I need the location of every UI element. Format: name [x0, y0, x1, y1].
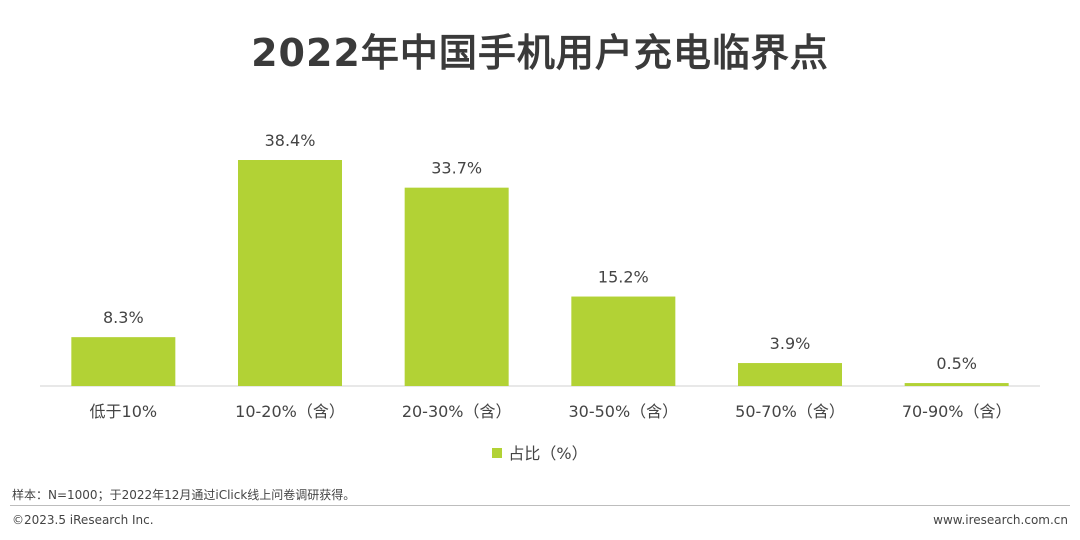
data-label: 15.2%	[598, 268, 649, 287]
data-label: 38.4%	[265, 131, 316, 150]
legend-label: 占比（%）	[508, 444, 588, 463]
sample-note: 样本：N=1000；于2022年12月通过iClick线上问卷调研获得。	[12, 488, 356, 502]
copyright-text: ©2023.5 iResearch Inc.	[12, 513, 154, 527]
chart-title: 2022年中国手机用户充电临界点	[251, 31, 829, 75]
legend-swatch	[492, 448, 503, 458]
bar	[738, 363, 842, 386]
x-tick-label: 20-30%（含）	[402, 402, 512, 421]
x-tick-label: 70-90%（含）	[902, 402, 1012, 421]
data-label: 8.3%	[103, 308, 144, 327]
legend: 占比（%）	[0, 440, 1080, 464]
bar	[904, 383, 1009, 386]
data-label: 3.9%	[770, 334, 811, 353]
x-tick-label: 50-70%（含）	[735, 402, 845, 421]
data-label: 0.5%	[936, 354, 977, 373]
bar	[404, 187, 509, 386]
bar	[238, 160, 342, 386]
website-text: www.iresearch.com.cn	[933, 513, 1068, 527]
bar	[571, 296, 676, 386]
footer-divider	[10, 505, 1070, 506]
data-label: 33.7%	[431, 159, 482, 178]
x-tick-label: 10-20%（含）	[235, 402, 345, 421]
x-tick-label: 低于10%	[90, 402, 158, 421]
x-tick-label: 30-50%（含）	[568, 402, 678, 421]
bar	[71, 337, 176, 386]
